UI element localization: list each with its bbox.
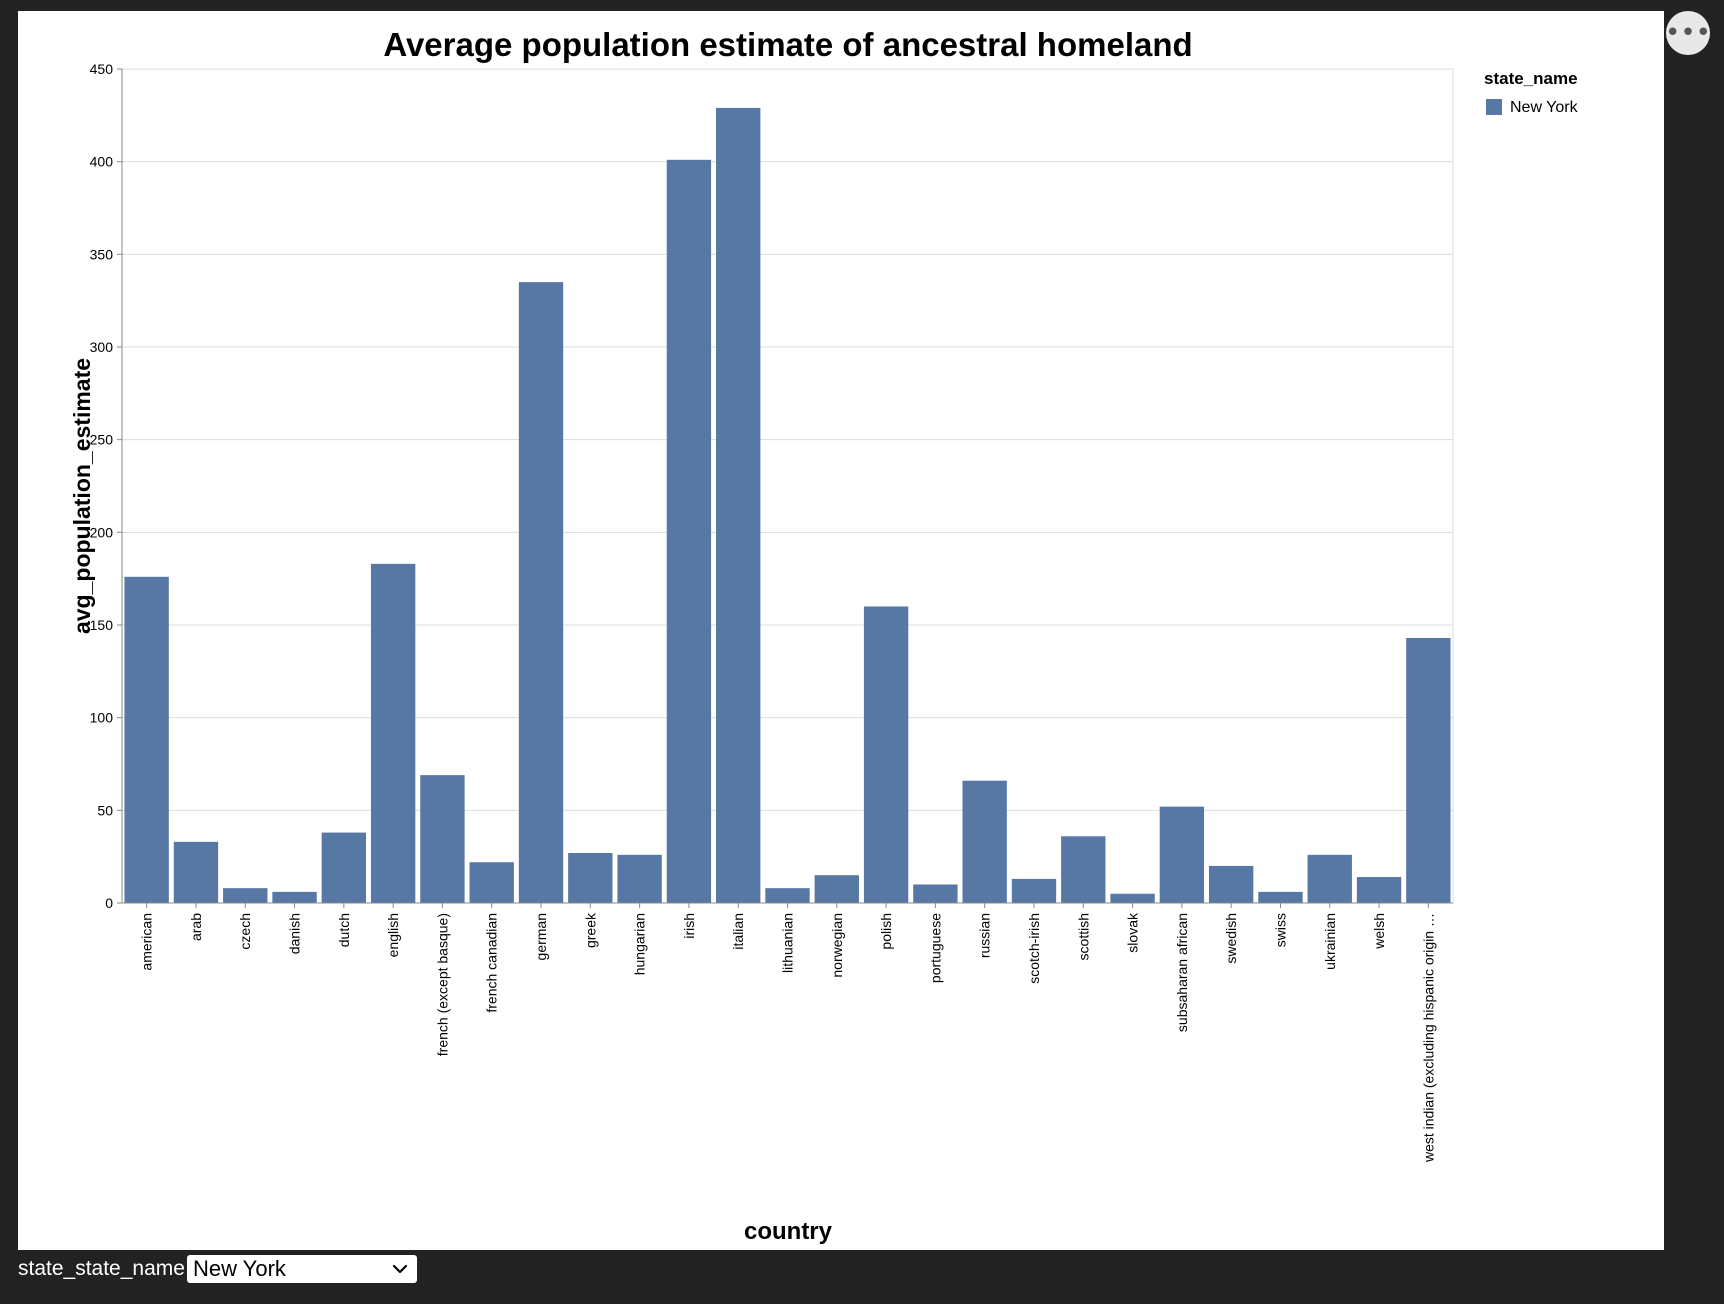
y-tick-label: 200 [90, 524, 114, 540]
x-tick-label: ukrainian [1322, 913, 1338, 970]
y-tick-label: 0 [105, 895, 113, 911]
x-tick-label: portuguese [927, 913, 943, 983]
y-tick-label: 350 [90, 246, 114, 262]
x-tick-label: hungarian [632, 913, 648, 975]
chevron-down-icon [392, 1264, 408, 1274]
bar [1258, 891, 1303, 903]
bar [568, 852, 613, 903]
bar [617, 854, 662, 903]
state-filter-control: state_state_name New York [18, 1255, 417, 1283]
bar [1208, 865, 1254, 903]
x-tick-label: danish [287, 913, 303, 954]
state-select-label: state_state_name [18, 1257, 185, 1280]
actions-menu-button[interactable]: ••• [1665, 11, 1712, 55]
x-tick-label: welsh [1371, 913, 1387, 950]
x-tick-label: subsaharan african [1174, 913, 1190, 1032]
bar [1356, 877, 1402, 903]
x-tick-label: irish [681, 913, 697, 939]
x-tick-label: czech [237, 913, 253, 950]
x-tick-label: greek [582, 912, 598, 948]
x-tick-label: english [385, 913, 401, 957]
legend-entry-new-york: New York [1510, 99, 1579, 116]
y-axis-title: avg_population_estimate [69, 358, 95, 634]
x-tick-label: swedish [1223, 913, 1239, 964]
bar [1011, 878, 1057, 903]
ellipsis-icon: ••• [1665, 18, 1712, 48]
bar [272, 891, 317, 903]
bar [765, 888, 810, 903]
x-tick-label: german [533, 913, 549, 960]
bar-chart: Average population estimate of ancestral… [69, 26, 1579, 1245]
legend-title: state_name [1484, 69, 1578, 88]
x-tick-labels: american arab czech danish dutch english frenc… [139, 912, 1437, 1163]
bar [666, 159, 712, 903]
bar [518, 282, 564, 903]
bar [1159, 806, 1205, 903]
x-tick-label: american [139, 913, 155, 971]
y-tick-label: 50 [97, 802, 113, 818]
bar [962, 780, 1007, 903]
x-tick-label: polish [878, 913, 894, 950]
x-tick-label: scottish [1075, 913, 1091, 960]
bar [469, 862, 514, 903]
bar [1110, 893, 1155, 903]
bar [1406, 637, 1451, 903]
bar [1061, 836, 1106, 903]
x-tick-label: slovak [1125, 912, 1141, 953]
bars [124, 107, 1451, 904]
x-axis-title: country [744, 1218, 833, 1245]
bar [716, 107, 761, 904]
y-tick-label: 400 [90, 154, 114, 170]
state-select-value: New York [192, 1256, 286, 1281]
bar [370, 563, 416, 903]
bar [913, 884, 958, 903]
y-tick-label: 450 [90, 61, 114, 77]
y-tick-label: 300 [90, 339, 114, 355]
bar [223, 888, 268, 903]
axes [117, 68, 1453, 908]
x-tick-label: french (except basque) [434, 913, 450, 1056]
y-tick-label: 150 [90, 617, 114, 633]
x-tick-label: west indian (excluding hispanic origin … [1420, 913, 1436, 1163]
x-tick-label: lithuanian [780, 913, 796, 973]
chart-title: Average population estimate of ancestral… [383, 26, 1192, 63]
gridlines [121, 68, 1454, 904]
x-tick-label: arab [188, 913, 204, 941]
x-tick-label: swiss [1272, 913, 1288, 947]
y-tick-label: 100 [90, 710, 114, 726]
bar [124, 576, 169, 903]
chart-panel: Average population estimate of ancestral… [18, 11, 1664, 1250]
bar [1307, 854, 1352, 903]
plot-frame [121, 68, 1454, 904]
bar [863, 606, 909, 903]
x-tick-label: french canadian [484, 913, 500, 1013]
legend: state_name New York [1484, 69, 1579, 116]
bar [173, 841, 219, 903]
x-tick-label: norwegian [829, 913, 845, 978]
x-tick-label: scotch-irish [1026, 913, 1042, 984]
y-tick-label: 250 [90, 432, 114, 448]
x-tick-label: russian [977, 913, 993, 958]
x-tick-label: italian [730, 913, 746, 950]
bar [814, 875, 859, 903]
state-select[interactable]: New York [186, 1255, 417, 1283]
bar [420, 775, 465, 903]
legend-swatch [1486, 99, 1502, 115]
x-tick-label: dutch [336, 913, 352, 947]
y-tick-labels: 0 50 100 150 200 250 300 350 400 450 [90, 61, 114, 911]
bar [321, 832, 367, 903]
